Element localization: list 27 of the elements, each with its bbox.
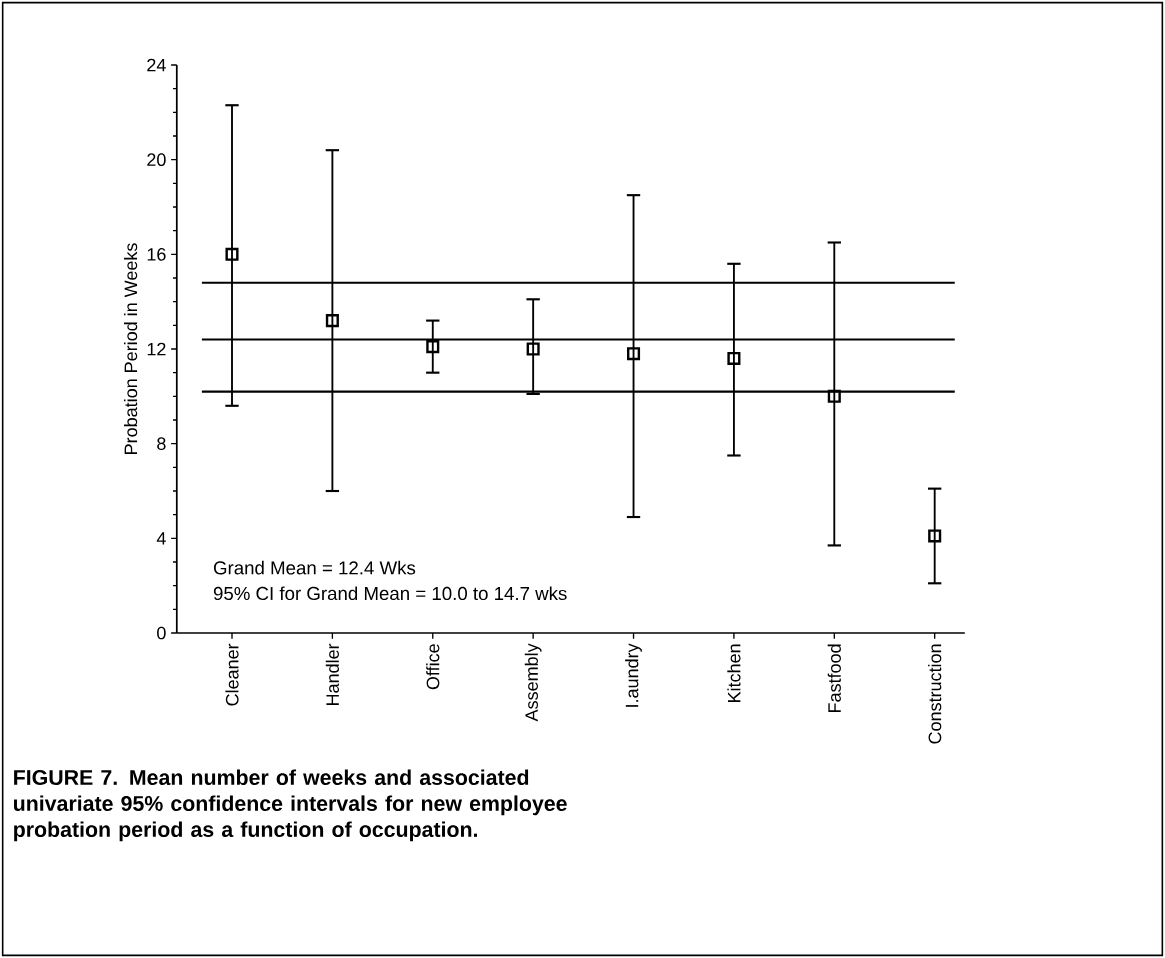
x-tick-label: Handler — [325, 643, 339, 705]
point — [627, 347, 641, 361]
y-tick-label: 12 — [147, 342, 166, 356]
y-tick-label: 8 — [157, 437, 166, 451]
y-tick-label: 4 — [156, 532, 166, 545]
x-tick-label: Assembly — [524, 643, 542, 722]
point — [225, 247, 239, 261]
annotation: Grand Mean = 12.4 Wks — [213, 560, 416, 575]
x-tick-label: Cleaner — [225, 643, 239, 706]
point — [325, 314, 339, 328]
y-tick-label: 16 — [147, 247, 166, 261]
point — [426, 340, 440, 354]
y-tick-label: 0 — [157, 626, 166, 640]
x-tick-label: I.aundry — [625, 643, 642, 707]
annotation: 95% CI for Grand Mean = 10.0 to 14.7 wks — [213, 586, 567, 601]
x-tick-label: Kitchen — [727, 644, 741, 702]
y-tick-label: 20 — [147, 153, 166, 167]
x-tick-label: Fastfood — [827, 644, 841, 712]
y-tick-label: 24 — [147, 58, 166, 72]
x-tick-label: Office — [426, 644, 440, 690]
x-tick-label: Construction — [928, 644, 942, 744]
point — [928, 529, 942, 543]
point — [727, 351, 741, 365]
y-axis-title: Probation Period in Weeks — [123, 243, 138, 454]
point — [827, 389, 841, 403]
text: FIGURE 7. Mean number of weeks and associated univariate 95% confidence intervals for new employee probation period as a function of occupation. — [14, 769, 567, 842]
point — [526, 342, 540, 356]
